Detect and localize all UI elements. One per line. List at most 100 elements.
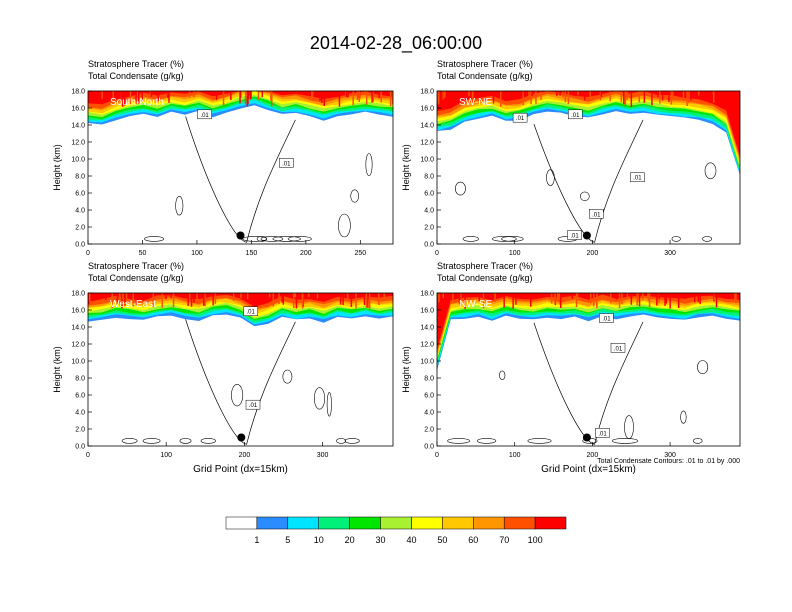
- contour-label: .01: [570, 234, 579, 240]
- tracer-streak: [540, 91, 542, 101]
- contour-label: .01: [200, 113, 209, 119]
- tracer-streak: [124, 91, 126, 106]
- tracer-streak: [457, 91, 459, 104]
- tracer-streak: [571, 293, 573, 299]
- panel-label-condensate: Total Condensate (g/kg): [88, 273, 184, 283]
- colorbar-swatch: [442, 516, 474, 530]
- x-tick-label: 100: [160, 452, 172, 459]
- tracer-streak: [152, 293, 154, 307]
- tracer-streak: [665, 293, 667, 304]
- condensate-blob: [338, 213, 351, 238]
- x-tick-label: 50: [139, 250, 147, 257]
- contour-label: .01: [592, 212, 601, 218]
- x-tick-label: 300: [664, 452, 676, 459]
- tracer-streak: [624, 91, 627, 107]
- tracer-streak: [686, 91, 688, 106]
- tracer-streak: [118, 293, 121, 302]
- tracer-streak: [111, 293, 113, 308]
- tracer-streak: [693, 293, 696, 303]
- tracer-streak: [189, 293, 191, 298]
- colorbar-swatch: [318, 516, 350, 530]
- contour-label: .01: [516, 116, 525, 122]
- tracer-streak: [442, 293, 444, 299]
- condensate-blob: [144, 236, 165, 242]
- tracer-streak: [170, 293, 172, 299]
- tracer-streak: [363, 293, 366, 306]
- tracer-streak: [138, 91, 140, 104]
- contour-label-box: [197, 109, 212, 120]
- tracer-streak: [600, 91, 603, 97]
- tracer-streak: [596, 293, 598, 309]
- tracer-streak: [593, 293, 595, 307]
- tracer-streak: [503, 293, 505, 308]
- condensate-blob: [527, 438, 552, 444]
- y-tick-label: 8.0: [424, 376, 434, 383]
- condensate-blob: [313, 387, 325, 410]
- y-tick-label: 6.0: [424, 191, 434, 198]
- tracer-streak: [575, 293, 578, 307]
- tracer-streak: [656, 293, 658, 306]
- y-tick-label: 6.0: [75, 191, 85, 198]
- location-marker: [237, 433, 246, 442]
- tracer-streak: [105, 293, 107, 301]
- tracer-streak: [268, 293, 271, 298]
- tracer-streak: [241, 293, 243, 300]
- tracer-streak: [124, 293, 126, 307]
- tracer-streak: [203, 293, 205, 306]
- tracer-streak: [735, 293, 737, 304]
- tracer-streak: [630, 91, 633, 107]
- condensate-blob: [702, 236, 712, 242]
- contour-label: .01: [598, 431, 607, 437]
- panel-label-condensate: Total Condensate (g/kg): [437, 273, 533, 283]
- contour-label-box: [279, 158, 294, 168]
- condensate-blob: [462, 236, 479, 242]
- tracer-streak: [282, 293, 285, 305]
- tracer-streak: [371, 91, 373, 103]
- colorbar-label: 20: [345, 535, 355, 545]
- location-marker: [236, 231, 245, 240]
- tracer-streak: [626, 293, 629, 300]
- y-tick-label: 14.0: [420, 123, 434, 130]
- figure-title: 2014-02-28_06:00:00: [310, 33, 482, 54]
- tracer-streak: [240, 293, 242, 298]
- y-tick-label: 8.0: [75, 174, 85, 181]
- contour-label: .01: [633, 176, 642, 182]
- colorbar-label: 100: [528, 535, 543, 545]
- condensate-contour: [185, 116, 296, 243]
- tracer-streak: [712, 91, 715, 96]
- tracer-streak: [618, 293, 621, 308]
- tracer-streak: [215, 91, 218, 101]
- tracer-streak: [710, 91, 712, 100]
- colorbar-swatch: [349, 516, 381, 530]
- tracer-streak: [530, 293, 532, 307]
- tracer-streak: [610, 293, 612, 304]
- tracer-streak: [562, 91, 564, 98]
- y-tick-label: 12.0: [420, 140, 434, 147]
- x-tick-label: 100: [509, 452, 521, 459]
- x-tick-label: 100: [191, 250, 203, 257]
- condensate-blob: [336, 438, 346, 444]
- condensate-blob: [499, 370, 506, 380]
- tracer-streak: [389, 91, 392, 107]
- location-marker: [582, 433, 591, 442]
- tracer-streak: [669, 293, 671, 309]
- tracer-streak: [347, 91, 349, 98]
- y-tick-label: 18.0: [420, 291, 434, 298]
- tracer-streak: [478, 293, 480, 302]
- colorbar-swatch: [473, 516, 505, 530]
- panel-nw-se: Stratosphere Tracer (%) Total Condensate …: [401, 261, 741, 475]
- y-tick-label: 12.0: [420, 342, 434, 349]
- condensate-blob: [501, 236, 524, 242]
- y-tick-label: 18.0: [71, 89, 85, 96]
- tracer-streak: [626, 91, 628, 100]
- tracer-streak: [668, 91, 670, 102]
- tracer-streak: [590, 293, 592, 304]
- tracer-streak: [567, 91, 570, 104]
- tracer-streak: [150, 91, 153, 97]
- tracer-streak: [120, 91, 122, 97]
- tracer-streak: [129, 91, 132, 105]
- tracer-streak: [556, 91, 558, 97]
- y-tick-label: 4.0: [75, 208, 85, 215]
- tracer-streak: [444, 91, 446, 99]
